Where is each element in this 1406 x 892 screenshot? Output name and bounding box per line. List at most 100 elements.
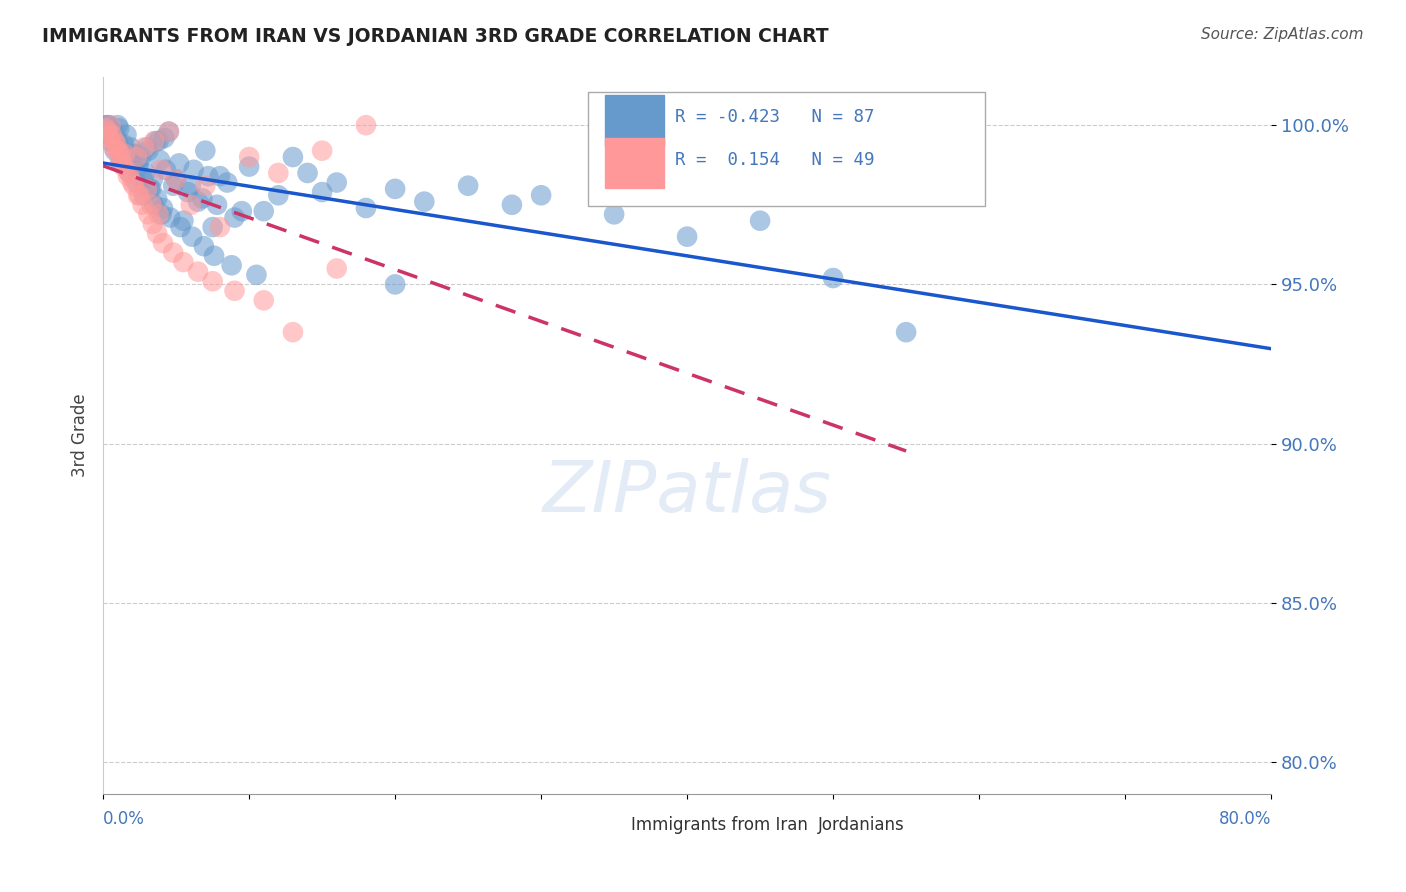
Point: [115, 128, 138, 142]
Point: [281, 150, 304, 164]
Point: [384, 277, 406, 292]
Point: [134, 166, 156, 180]
Point: [105, 131, 128, 145]
Point: [603, 207, 626, 221]
Point: [530, 188, 553, 202]
Point: [124, 162, 146, 177]
Point: [311, 185, 333, 199]
Point: [297, 166, 319, 180]
Point: [221, 258, 243, 272]
Point: [205, 198, 228, 212]
Point: [104, 134, 127, 148]
Point: [180, 178, 202, 193]
Point: [108, 121, 131, 136]
Point: [150, 162, 173, 177]
Point: [253, 293, 276, 308]
Point: [152, 235, 174, 250]
Point: [132, 188, 155, 202]
Text: 80.0%: 80.0%: [1219, 810, 1271, 828]
Point: [501, 198, 523, 212]
Point: [132, 140, 155, 154]
Point: [146, 227, 169, 241]
Point: [111, 144, 134, 158]
FancyBboxPatch shape: [591, 810, 627, 839]
Point: [172, 213, 194, 227]
Point: [110, 156, 132, 170]
Point: [187, 265, 209, 279]
Point: [131, 172, 153, 186]
Point: [267, 188, 290, 202]
Point: [187, 194, 209, 209]
Point: [267, 166, 290, 180]
Point: [114, 150, 136, 164]
Point: [159, 211, 181, 225]
Point: [114, 146, 136, 161]
Point: [155, 162, 177, 177]
Point: [202, 249, 225, 263]
Point: [224, 211, 246, 225]
Text: Immigrants from Iran: Immigrants from Iran: [631, 815, 808, 834]
Point: [150, 207, 173, 221]
Point: [152, 201, 174, 215]
Point: [100, 118, 122, 132]
Point: [103, 124, 125, 138]
Point: [238, 150, 260, 164]
Point: [146, 191, 169, 205]
Point: [105, 137, 128, 152]
Point: [143, 134, 166, 148]
Point: [107, 134, 129, 148]
Point: [118, 166, 141, 180]
Point: [127, 188, 149, 202]
Point: [162, 178, 184, 193]
Point: [94, 121, 117, 136]
Point: [96, 118, 118, 132]
Point: [201, 274, 224, 288]
Point: [125, 176, 148, 190]
Point: [117, 169, 139, 183]
Point: [138, 144, 160, 158]
Point: [101, 124, 124, 138]
Point: [169, 220, 191, 235]
Point: [208, 169, 231, 183]
Point: [894, 325, 917, 339]
Point: [127, 160, 149, 174]
Point: [121, 176, 143, 190]
Text: R =  0.154   N = 49: R = 0.154 N = 49: [675, 151, 875, 169]
Point: [311, 144, 333, 158]
Point: [138, 207, 160, 221]
Point: [112, 137, 135, 152]
Point: [253, 204, 276, 219]
Point: [208, 220, 231, 235]
Point: [231, 204, 253, 219]
Point: [194, 144, 217, 158]
Text: 0.0%: 0.0%: [103, 810, 145, 828]
Point: [238, 160, 260, 174]
Point: [131, 198, 153, 212]
FancyBboxPatch shape: [778, 810, 813, 839]
Point: [122, 146, 145, 161]
Point: [157, 124, 180, 138]
Point: [325, 176, 347, 190]
Point: [165, 172, 187, 186]
Text: R = -0.423   N = 87: R = -0.423 N = 87: [675, 108, 875, 126]
Point: [823, 271, 845, 285]
FancyBboxPatch shape: [588, 92, 986, 206]
Point: [245, 268, 267, 282]
Point: [118, 166, 141, 180]
Point: [193, 239, 215, 253]
Point: [141, 198, 163, 212]
Point: [153, 131, 176, 145]
Point: [149, 153, 172, 168]
Point: [217, 176, 239, 190]
Point: [201, 220, 224, 235]
Text: Jordanians: Jordanians: [818, 815, 904, 834]
Point: [197, 169, 219, 183]
Point: [145, 134, 167, 148]
FancyBboxPatch shape: [606, 95, 664, 145]
Point: [224, 284, 246, 298]
Point: [354, 201, 377, 215]
Point: [281, 325, 304, 339]
Text: ZIPatlas: ZIPatlas: [543, 458, 831, 527]
Point: [111, 156, 134, 170]
Point: [181, 229, 204, 244]
